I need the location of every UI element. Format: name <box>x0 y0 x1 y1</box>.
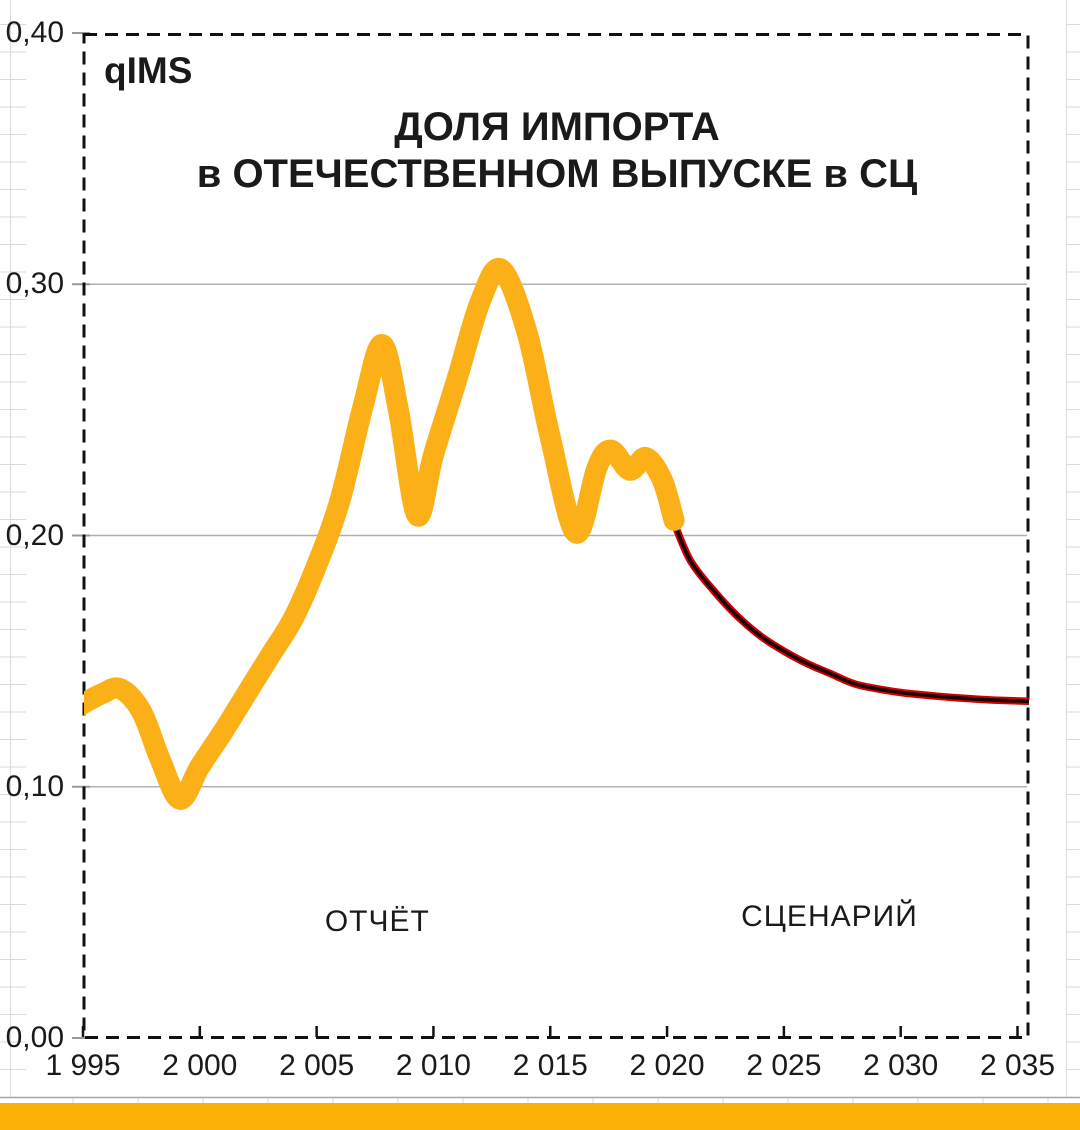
bottom-highlight-bar <box>0 1103 1080 1130</box>
x-tick-label: 2 010 <box>395 1049 471 1082</box>
scenario-line <box>672 521 1029 704</box>
report-line <box>84 257 685 810</box>
worksheet-gridlines <box>0 0 1080 1103</box>
plot-dashed-border <box>82 33 1030 1039</box>
y-tick-label: 0,00 <box>5 1021 64 1054</box>
series-axis-label: qIMS <box>104 50 193 91</box>
annotation-scenario: СЦЕНАРИЙ <box>741 900 918 934</box>
annotation-report: ОТЧЁТ <box>324 905 430 939</box>
x-tick-label: 2 020 <box>629 1049 705 1082</box>
y-tick-label: 0,40 <box>5 16 64 49</box>
x-tick-label: 2 030 <box>863 1049 939 1082</box>
y-tick-label: 0,20 <box>5 518 64 552</box>
x-tick-label: 2 005 <box>279 1049 355 1082</box>
x-tick-label: 2 000 <box>162 1049 238 1082</box>
chart-title-line2: в ОТЕЧЕСТВЕННОМ ВЫПУСКЕ в СЦ <box>196 152 918 196</box>
y-tick-label: 0,10 <box>5 769 64 803</box>
chart-title: ДОЛЯ ИМПОРТА в ОТЕЧЕСТВЕННОМ ВЫПУСКЕ в С… <box>107 104 1007 198</box>
x-tick-label: 2 015 <box>512 1049 588 1082</box>
y-tick-label: 0,30 <box>5 267 64 301</box>
x-tick-label: 2 025 <box>746 1049 822 1082</box>
x-tick-label: 1 995 <box>45 1049 121 1082</box>
scenario-line-outer <box>670 519 1029 706</box>
chart-title-line1: ДОЛЯ ИМПОРТА <box>394 105 720 149</box>
plot-gridlines <box>84 283 1027 788</box>
x-tick-label: 2 035 <box>979 1049 1056 1082</box>
